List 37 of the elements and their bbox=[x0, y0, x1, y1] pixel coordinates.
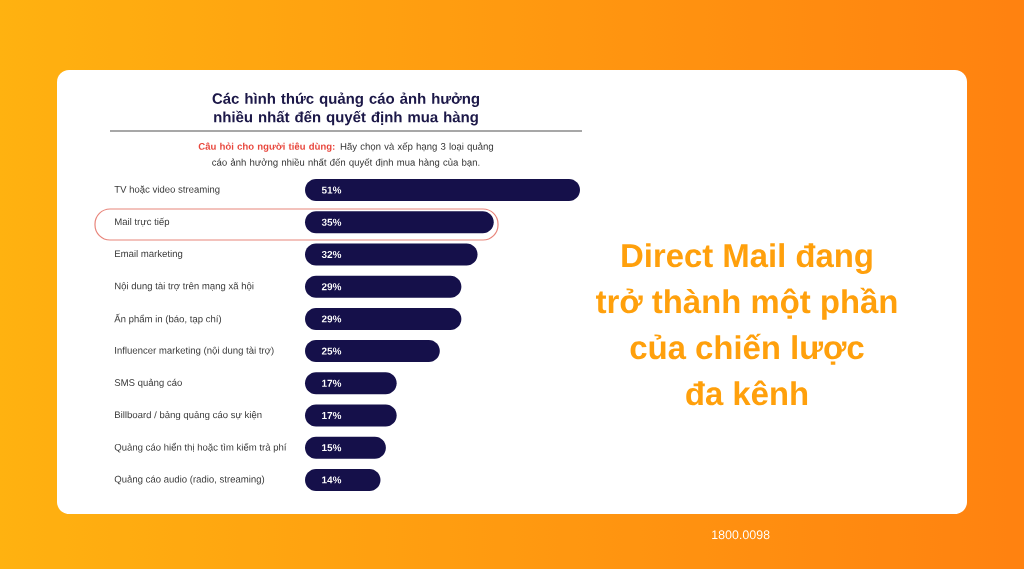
y-tick-label: Ấn phẩm in (báo, tạp chí) bbox=[114, 313, 222, 325]
y-tick-label: Email marketing bbox=[115, 250, 183, 259]
y-tick-label: Mail trực tiếp bbox=[115, 217, 170, 227]
y-tick-label: Influencer marketing (nội dung tài trợ) bbox=[115, 346, 274, 356]
bar bbox=[305, 404, 397, 427]
data-label: 32% bbox=[321, 250, 342, 259]
data-label: 25% bbox=[321, 347, 342, 355]
data-label: 17% bbox=[322, 379, 342, 387]
bar bbox=[305, 307, 462, 330]
bar bbox=[305, 243, 478, 266]
y-tick-label: Quảng cáo audio (radio, streaming) bbox=[114, 475, 265, 485]
y-tick-label: Quảng cáo hiển thị hoặc tìm kiếm trả phí bbox=[114, 442, 287, 453]
chart-subtitle: Câu hỏi cho người tiêu dùng: Hãy chọn và xếp hạng 3 loại quảng cáo ảnh hưởng nhiều nhất đến quyết định mua hàng của bạn. bbox=[198, 142, 494, 168]
bar bbox=[305, 436, 386, 459]
y-tick-label: Nội dung tài trợ trên mạng xã hội bbox=[115, 282, 254, 292]
data-label: 29% bbox=[321, 283, 342, 291]
data-label: 14% bbox=[322, 476, 342, 484]
data-label: 35% bbox=[321, 218, 342, 226]
bar bbox=[305, 468, 381, 491]
chart-title: Các hình thức quảng cáo ảnh hưởng nhiều nhất đến quyết định mua hàng bbox=[212, 92, 480, 126]
text: 1800.0098 bbox=[712, 530, 770, 540]
y-tick-label: TV hoặc video streaming bbox=[114, 185, 220, 195]
data-label: 17% bbox=[322, 411, 342, 420]
data-label: 15% bbox=[322, 444, 342, 452]
text: trở thành một phần bbox=[596, 287, 897, 320]
bar bbox=[305, 372, 397, 395]
text: của chiến lược bbox=[630, 333, 864, 365]
bar bbox=[305, 179, 580, 202]
data-label: 51% bbox=[321, 186, 342, 194]
data-label: 29% bbox=[321, 315, 342, 323]
bar bbox=[305, 275, 462, 298]
y-tick-label: SMS quảng cáo bbox=[114, 378, 182, 388]
bar bbox=[305, 211, 494, 234]
text: Direct Mail đang bbox=[622, 243, 872, 274]
text: đa kênh bbox=[686, 380, 808, 406]
y-tick-label: Billboard / bảng quảng cáo sự kiện bbox=[115, 410, 262, 421]
bar bbox=[305, 340, 440, 363]
